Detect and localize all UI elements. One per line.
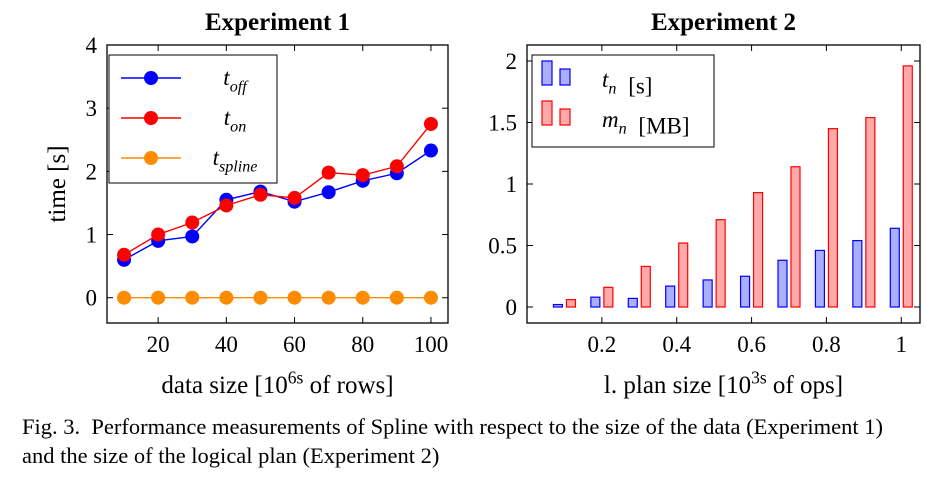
legend-label: tspline: [213, 145, 258, 175]
chart-title: Experiment 1: [205, 9, 350, 36]
legend-swatch: [541, 60, 553, 86]
x-axis-label: data size [106s of rows]: [161, 368, 393, 400]
data-point: [355, 290, 370, 305]
caption-label: Fig. 3.: [22, 414, 81, 439]
data-point: [321, 165, 336, 180]
bar-1: [678, 242, 689, 308]
experiment-2-chart: Experiment 2 0 0.5 1 1.5 2 0.2 0.4 0.6 0.8 1 l. pla…: [455, 0, 926, 400]
experiment-2-svg: Experiment 2 0 0.5 1 1.5 2 0.2 0.4 0.6 0.8 1 l. pla…: [488, 9, 921, 400]
legend-marker: [144, 71, 158, 85]
y-tick-label: 1: [86, 223, 98, 248]
legend-swatch: [559, 108, 571, 126]
bar-0: [739, 275, 751, 308]
legend-label: tn [s]: [602, 67, 652, 98]
data-point: [389, 290, 404, 305]
chart-title: Experiment 2: [651, 9, 796, 36]
bar-1: [827, 128, 839, 308]
y-tick-label: 0.5: [488, 234, 517, 259]
data-point: [253, 187, 268, 202]
bar-1: [752, 192, 764, 308]
bar-0: [665, 285, 676, 308]
data-point: [185, 229, 200, 244]
data-point: [117, 290, 132, 305]
legend-box: [108, 54, 278, 184]
x-tick-label: 40: [215, 332, 238, 357]
bar-1: [715, 219, 726, 308]
data-point: [423, 143, 438, 158]
experiment-1-svg: Experiment 1 0 1 2 3 4 20 40 60 80 100 data size [1…: [44, 9, 449, 400]
legend-label: mn [MB]: [602, 107, 690, 138]
data-point: [151, 227, 166, 242]
bar-0: [552, 303, 564, 308]
y-tick-label: 3: [86, 96, 98, 121]
x-axis-label: l. plan size [103s of ops]: [604, 368, 843, 400]
y-tick-label: 0: [86, 286, 98, 311]
data-point: [287, 290, 302, 305]
series-line-1: [123, 123, 432, 256]
x-tick-label: 0.6: [737, 332, 766, 357]
legend-marker: [144, 151, 158, 165]
data-point: [185, 215, 200, 230]
bar-0: [852, 239, 863, 308]
x-tick-label: 60: [283, 332, 306, 357]
legend-label: toff: [223, 65, 249, 95]
bar-0: [889, 227, 900, 308]
data-point: [287, 190, 302, 205]
y-tick-label: 4: [86, 33, 98, 58]
data-point: [423, 116, 438, 131]
caption-text: Performance measurements of Spline with …: [22, 414, 883, 468]
data-point: [321, 290, 336, 305]
data-point: [389, 159, 404, 174]
x-tick-label: 0.8: [812, 332, 841, 357]
experiment-1-chart: Experiment 1 0 1 2 3 4 20 40 60 80 100 data size [1…: [0, 0, 460, 400]
data-point: [185, 290, 200, 305]
data-point: [355, 168, 370, 183]
data-point: [219, 290, 234, 305]
legend-swatch: [559, 68, 571, 86]
y-axis-label: time [s]: [44, 145, 71, 222]
legend-label: ton: [224, 105, 246, 135]
bar-0: [814, 249, 826, 308]
bar-1: [603, 286, 614, 308]
bar-1: [640, 265, 651, 308]
x-tick-label: 1: [896, 332, 908, 357]
bar-1: [902, 65, 913, 308]
y-tick-label: 1.5: [488, 110, 517, 135]
data-point: [151, 290, 166, 305]
x-tick-label: 80: [351, 332, 374, 357]
bar-0: [702, 279, 713, 308]
bar-0: [777, 259, 788, 308]
plot-frame: [106, 44, 449, 324]
bar-0: [590, 296, 601, 308]
bar-1: [790, 166, 801, 308]
y-tick-label: 0: [506, 295, 518, 320]
y-tick-label: 2: [86, 159, 98, 184]
data-point: [321, 185, 336, 200]
x-tick-label: 100: [414, 332, 449, 357]
x-tick-label: 20: [147, 332, 170, 357]
bar-1: [865, 116, 876, 308]
legend-swatch: [541, 100, 553, 126]
y-tick-label: 2: [506, 49, 518, 74]
bar-1: [565, 299, 577, 308]
bar-0: [627, 297, 638, 308]
y-tick-label: 1: [506, 172, 518, 197]
figure-caption: Fig. 3. Performance measurements of Spli…: [22, 412, 907, 470]
data-point: [117, 247, 132, 262]
x-tick-label: 0.2: [587, 332, 616, 357]
data-point: [219, 198, 234, 213]
data-point: [423, 290, 438, 305]
x-tick-label: 0.4: [662, 332, 691, 357]
legend-marker: [144, 111, 158, 125]
data-point: [253, 290, 268, 305]
